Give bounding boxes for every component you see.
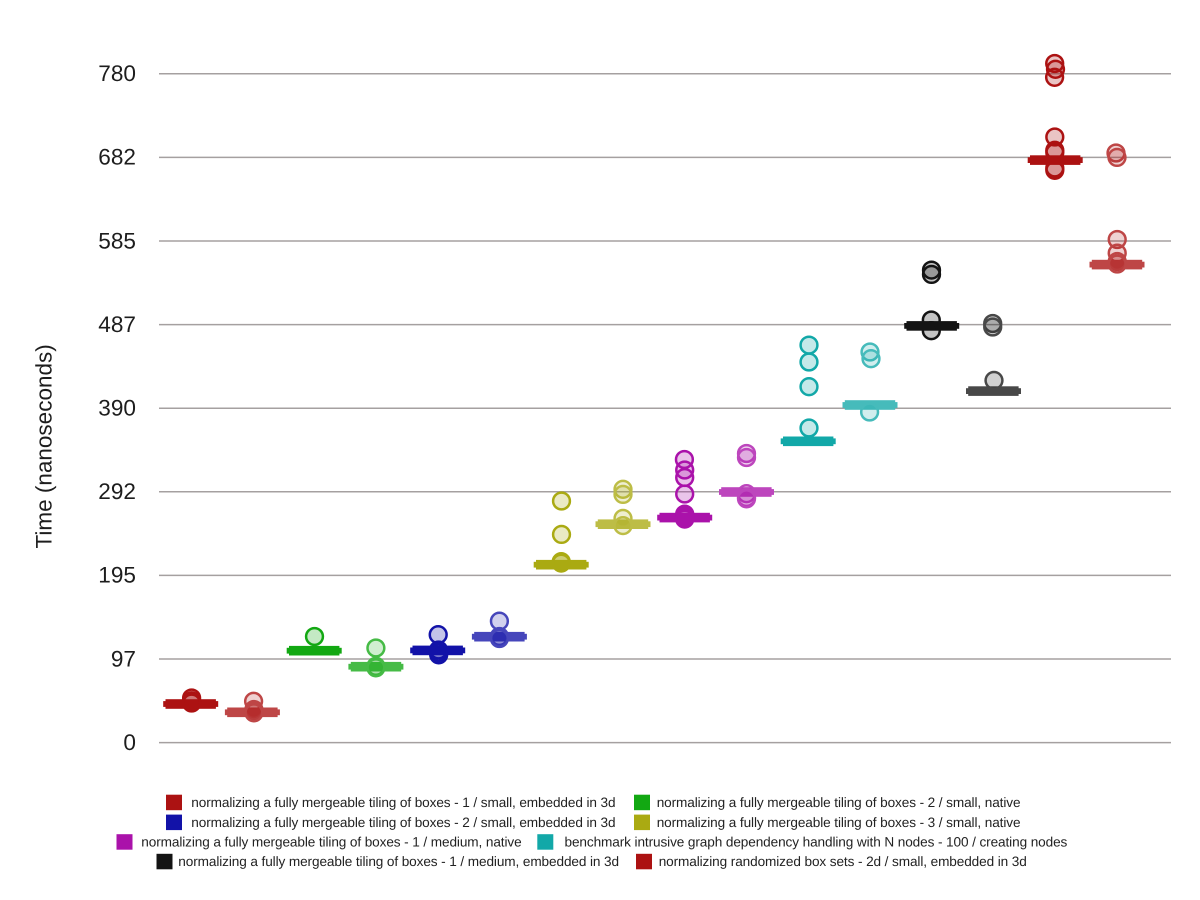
svg-text:585: 585 (98, 228, 136, 253)
svg-text:normalizing a fully mergeable: normalizing a fully mergeable tiling of … (657, 795, 1021, 810)
svg-text:780: 780 (98, 61, 136, 86)
svg-text:487: 487 (98, 312, 136, 337)
svg-text:292: 292 (98, 479, 136, 504)
svg-text:benchmark intrusive graph depe: benchmark intrusive graph dependency han… (565, 834, 1068, 849)
svg-text:normalizing randomized box set: normalizing randomized box sets - 2d / s… (659, 854, 1027, 869)
svg-text:97: 97 (111, 646, 136, 671)
svg-text:195: 195 (98, 563, 136, 588)
svg-text:normalizing a fully mergeable: normalizing a fully mergeable tiling of … (141, 834, 521, 849)
svg-text:Time (nanoseconds): Time (nanoseconds) (32, 344, 57, 548)
svg-text:normalizing a fully mergeable: normalizing a fully mergeable tiling of … (191, 815, 615, 830)
svg-text:normalizing a fully mergeable: normalizing a fully mergeable tiling of … (657, 815, 1021, 830)
svg-text:682: 682 (98, 145, 136, 170)
svg-text:0: 0 (123, 730, 136, 755)
svg-text:normalizing a fully mergeable: normalizing a fully mergeable tiling of … (191, 795, 615, 810)
svg-text:normalizing a fully mergeable: normalizing a fully mergeable tiling of … (178, 854, 619, 869)
svg-text:390: 390 (98, 396, 136, 421)
